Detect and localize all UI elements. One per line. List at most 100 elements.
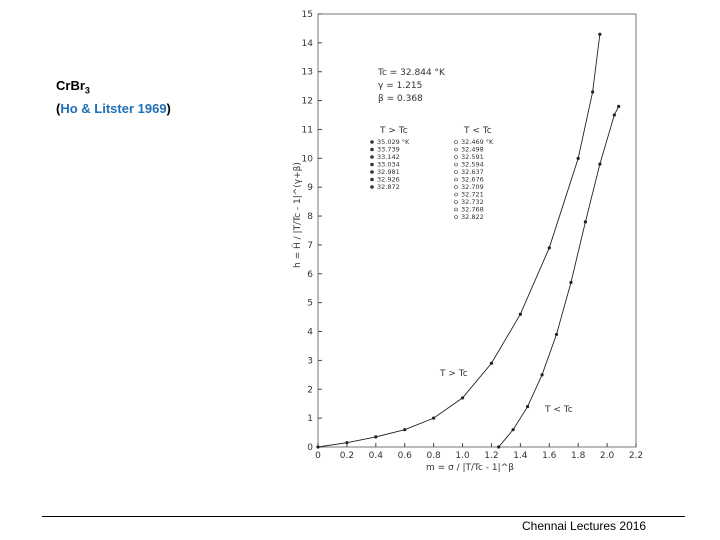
y-axis-label: h = Ĥ / |T/Tc - 1|^(γ+β) [291,162,303,268]
legend-symbol [370,155,374,159]
x-tick-label: 1.6 [542,451,557,461]
y-tick-label: 3 [307,356,313,366]
legend-title: T > Tc [379,126,408,136]
curve-label: T > Tc [439,369,468,379]
legend-title: T < Tc [463,126,492,136]
data-point [518,312,522,316]
legend-symbol [370,140,374,144]
compound-base: CrBr [56,78,85,93]
compound-title: CrBr3 [56,78,90,96]
y-tick-label: 11 [302,125,313,135]
legend-entry: 32.594 [461,161,484,169]
data-point [598,162,602,166]
compound-subscript: 3 [84,85,90,96]
plot-frame [317,13,637,448]
series-line [317,34,601,448]
x-tick-label: 0.6 [398,451,413,461]
data-point [554,332,559,337]
data-point [576,156,580,160]
legend-entry: 32.768 [461,206,484,214]
legend-symbol [454,162,458,167]
legend-entry: 32.732 [461,198,484,206]
annotation: Tc = 32.844 °K [377,68,446,78]
data-point [489,361,494,365]
x-tick-label: 2.2 [629,451,643,461]
data-point [432,416,436,420]
data-point [612,113,616,117]
legend-symbol [454,170,458,174]
legend-symbol [454,207,458,212]
legend-entry: 33.142 [377,153,400,161]
legend-symbol [454,215,458,219]
x-tick-label: 1.2 [484,451,498,461]
y-tick-label: 7 [307,241,313,251]
legend-symbol [370,177,374,182]
x-tick-label: 0.4 [369,451,384,461]
data-point [617,104,621,108]
data-point [547,246,551,250]
y-tick-label: 15 [302,10,313,20]
y-tick-label: 14 [302,39,314,49]
annotation: γ = 1.215 [378,81,422,91]
legend-entry: 32.709 [461,183,484,191]
series-line [498,106,620,448]
y-tick-label: 5 [307,299,313,309]
data-point [569,280,573,285]
legend-symbol [370,162,374,167]
legend-symbol [370,185,374,189]
citation: (Ho & Litster 1969) [56,101,171,116]
y-tick-label: 9 [307,183,313,193]
x-tick-label: 0.2 [340,451,354,461]
legend-entry: 32.498 [461,146,484,154]
data-point [598,32,602,36]
legend-symbol [454,177,458,182]
x-tick-label: 2.0 [600,451,615,461]
legend-symbol [454,155,458,159]
citation-text: Ho & Litster 1969 [60,101,167,116]
data-point [316,445,320,449]
data-point [511,428,515,432]
legend-entry: 32.469 °K [461,138,494,146]
legend-symbol [370,147,374,152]
data-point [591,90,595,94]
y-tick-label: 12 [302,97,313,107]
data-point [403,428,407,432]
x-tick-label: 0 [315,451,321,461]
legend-symbol [454,200,458,204]
y-tick-label: 13 [302,68,313,78]
data-point [497,445,501,449]
paren: ( [56,101,61,116]
legend-entry: 32.637 [461,168,484,176]
x-tick-label: 1.8 [571,451,586,461]
x-tick-label: 1.0 [455,451,470,461]
legend-symbol [454,192,458,197]
curve-label: T < Tc [544,405,573,415]
y-tick-label: 6 [307,270,313,280]
legend-symbol [454,140,458,144]
legend-symbol [454,147,458,152]
x-tick-label: 1.4 [513,451,528,461]
footer: Chennai Lectures 2016 [522,519,647,533]
legend-entry: 32.822 [461,213,484,221]
legend-symbol [454,185,458,189]
data-point [374,435,378,439]
x-tick-label: 0.8 [426,451,441,461]
annotation: β = 0.368 [378,94,423,104]
footer-rule [42,516,685,517]
legend-entry: 33.034 [377,161,400,169]
legend-entry: 32.591 [461,153,484,161]
legend-entry: 35.029 °K [377,138,410,146]
y-tick-label: 4 [307,328,313,338]
legend-entry: 32.926 [377,176,400,184]
data-point [345,441,349,445]
legend-entry: 32.981 [377,168,400,176]
legend-symbol [370,170,374,174]
legend-entry: 33.739 [377,146,400,154]
y-tick-label: 1 [307,414,313,424]
paren: ) [166,101,171,116]
data-point [540,373,544,377]
legend-entry: 32.721 [461,191,484,199]
x-axis-label: m = σ / |T/Tc - 1|^β [426,463,514,473]
y-tick-label: 0 [307,443,313,453]
